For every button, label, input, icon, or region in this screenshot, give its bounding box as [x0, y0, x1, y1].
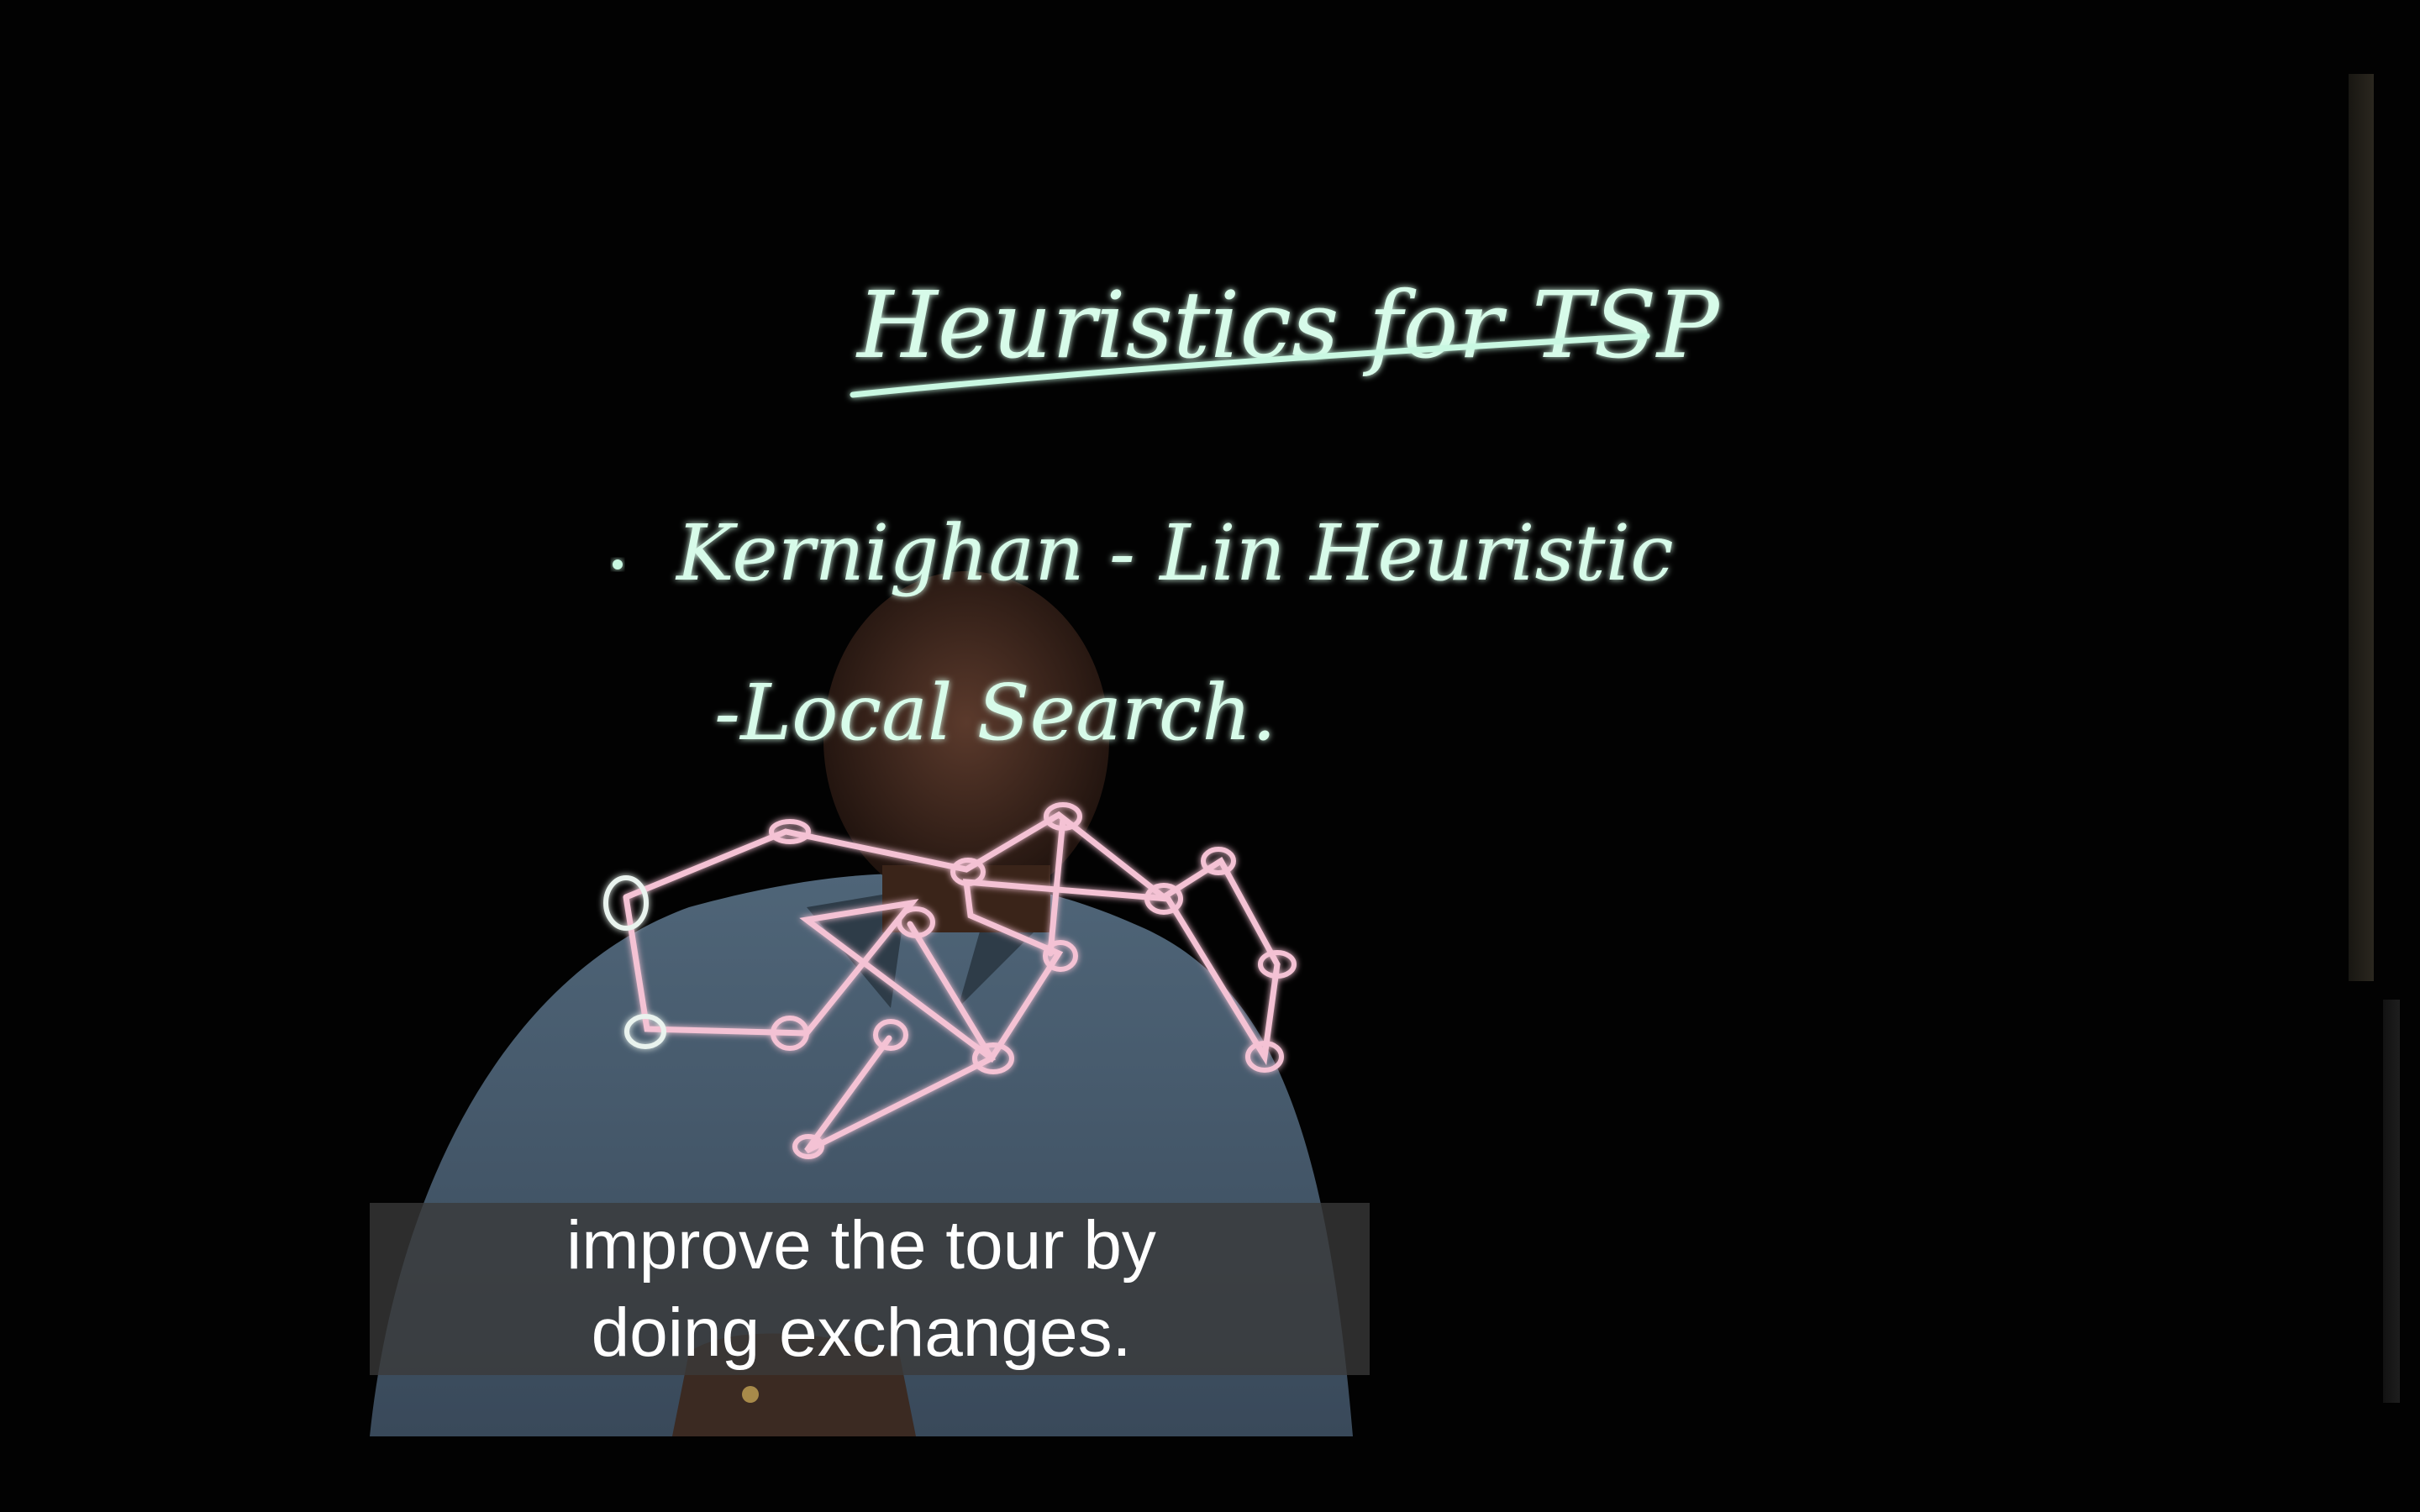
tsp-tour-diagram [603, 802, 1297, 1159]
title-text: Heuristics for TSP [855, 271, 1721, 379]
bullet-kernighan-lin: Kernighan - Lin Heuristic [613, 508, 1674, 598]
tour-nodes [603, 802, 1297, 1159]
caption-background [370, 1203, 1370, 1375]
bullet-text: Kernighan - Lin Heuristic [675, 508, 1674, 598]
tour-node-start [603, 875, 649, 931]
local-search-line: -Local Search. [714, 668, 1276, 758]
background-edge [2349, 74, 2374, 981]
bullet-dot [613, 559, 623, 570]
local-search-text: -Local Search. [714, 668, 1276, 758]
background-edge-lower [2383, 1000, 2400, 1403]
title-handwriting: Heuristics for TSP [850, 271, 1721, 398]
